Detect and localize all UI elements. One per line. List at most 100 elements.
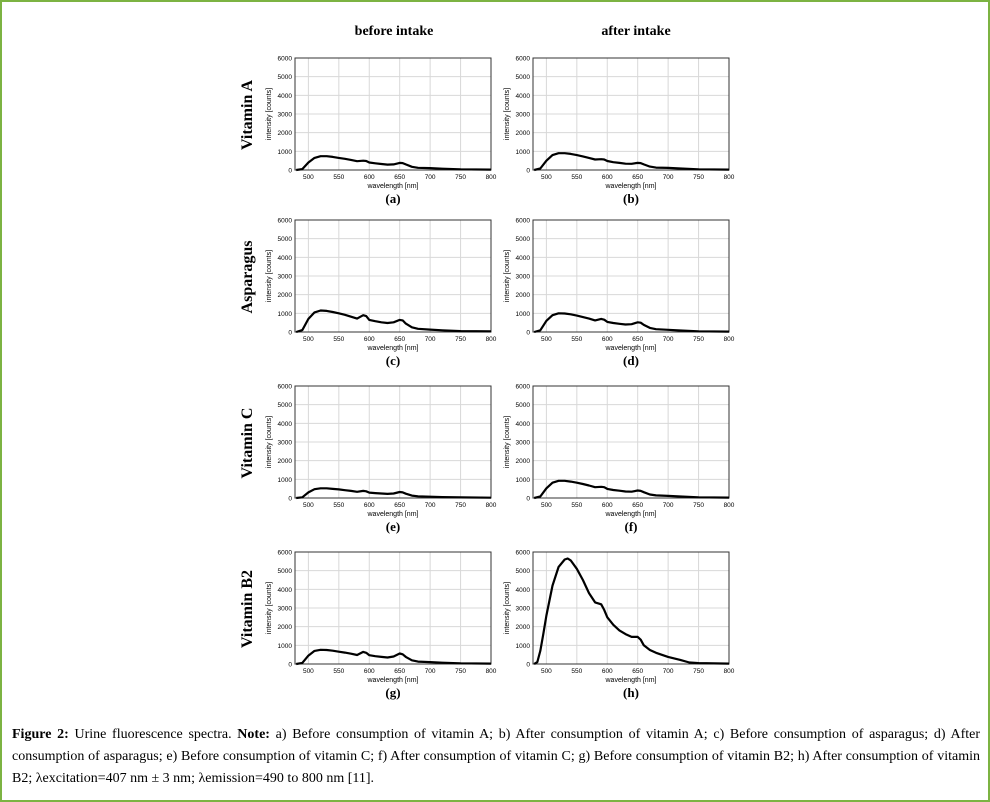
subfigure-caption-g: (g) [385, 685, 401, 700]
row-label-vitamin-a: Vitamin A [239, 79, 256, 151]
y-axis-label: intensity [counts] [266, 582, 273, 634]
y-tick-label: 5000 [278, 236, 293, 243]
x-tick-label: 750 [455, 336, 466, 343]
y-tick-label: 1000 [278, 311, 293, 318]
column-title-before: before intake [354, 24, 434, 39]
row-label-asparagus: Asparagus [239, 240, 256, 314]
x-tick-label: 800 [724, 502, 735, 509]
y-tick-label: 6000 [516, 550, 531, 557]
x-tick-label: 550 [333, 336, 344, 343]
y-tick-label: 2000 [278, 624, 293, 631]
subfigure-caption-a: (a) [385, 191, 401, 206]
y-tick-label: 3000 [516, 112, 531, 119]
x-axis-label: wavelength [nm] [367, 183, 419, 190]
spectrum-line-d [533, 312, 730, 334]
x-tick-label: 500 [541, 668, 552, 675]
x-axis-label: wavelength [nm] [367, 677, 419, 684]
y-tick-label: 4000 [278, 587, 293, 594]
x-tick-label: 700 [663, 174, 674, 181]
spectrum-line-g [296, 648, 492, 666]
caption-label: Figure 2: [12, 727, 69, 742]
y-axis-label: intensity [counts] [266, 250, 273, 302]
y-tick-label: 2000 [278, 292, 293, 299]
x-tick-label: 800 [486, 668, 497, 675]
y-tick-label: 0 [526, 496, 530, 503]
y-tick-label: 0 [526, 662, 530, 669]
plot-frame [294, 551, 492, 665]
x-tick-label: 600 [364, 502, 375, 509]
x-tick-label: 500 [541, 174, 552, 181]
y-tick-label: 5000 [516, 568, 531, 575]
caption-note: Note: [237, 727, 270, 742]
caption-text: Urine fluorescence spectra. [68, 727, 238, 742]
plot-frame [294, 57, 492, 171]
x-tick-label: 800 [724, 668, 735, 675]
x-tick-label: 500 [541, 336, 552, 343]
y-tick-label: 5000 [278, 402, 293, 409]
y-tick-label: 6000 [516, 384, 531, 391]
x-tick-label: 750 [693, 502, 704, 509]
x-tick-label: 750 [455, 668, 466, 675]
spectrum-line-a [296, 155, 492, 172]
subfigure-caption-d: (d) [623, 353, 639, 368]
spectrum-line-b [533, 152, 730, 172]
plot-g: 500 550 600 650 700 750 800 0 1000 2000 3000 4000 50… [266, 550, 497, 685]
x-tick-label: 550 [333, 668, 344, 675]
x-tick-label: 600 [364, 336, 375, 343]
plot-c: 500 550 600 650 700 750 800 0 1000 2000 3000 4000 50… [266, 218, 497, 353]
y-tick-label: 3000 [278, 112, 293, 119]
x-tick-label: 700 [663, 668, 674, 675]
y-tick-label: 0 [288, 168, 292, 175]
spectrum-line-e [296, 487, 492, 500]
y-tick-label: 2000 [516, 130, 531, 137]
y-tick-label: 3000 [516, 440, 531, 447]
x-tick-label: 500 [303, 668, 314, 675]
x-tick-label: 650 [632, 174, 643, 181]
x-tick-label: 500 [541, 502, 552, 509]
y-tick-label: 2000 [278, 130, 293, 137]
x-tick-label: 600 [364, 174, 375, 181]
y-tick-label: 1000 [516, 643, 531, 650]
y-axis-label: intensity [counts] [504, 582, 511, 634]
y-tick-label: 0 [526, 168, 530, 175]
plot-b: 500 550 600 650 700 750 800 0 1000 2000 3000 4000 50… [504, 56, 735, 191]
y-tick-label: 3000 [278, 440, 293, 447]
y-tick-label: 0 [288, 330, 292, 337]
x-tick-label: 650 [394, 174, 405, 181]
x-tick-label: 550 [333, 174, 344, 181]
y-tick-label: 2000 [516, 292, 531, 299]
y-axis-label: intensity [counts] [504, 88, 511, 140]
x-tick-label: 700 [425, 502, 436, 509]
x-tick-label: 600 [364, 668, 375, 675]
y-tick-label: 3000 [516, 274, 531, 281]
y-tick-label: 4000 [278, 255, 293, 262]
y-tick-label: 6000 [516, 218, 531, 225]
x-axis-label: wavelength [nm] [367, 511, 419, 518]
y-tick-label: 2000 [278, 458, 293, 465]
row-label-vitamin-c: Vitamin C [239, 407, 256, 479]
x-tick-label: 550 [571, 174, 582, 181]
x-tick-label: 700 [663, 502, 674, 509]
x-tick-label: 650 [632, 668, 643, 675]
x-axis-label: wavelength [nm] [605, 345, 657, 352]
x-tick-label: 600 [602, 336, 613, 343]
x-tick-label: 700 [663, 336, 674, 343]
x-tick-label: 750 [455, 502, 466, 509]
x-tick-label: 500 [303, 336, 314, 343]
y-axis-label: intensity [counts] [266, 88, 273, 140]
plot-d: 500 550 600 650 700 750 800 0 1000 2000 3000 4000 50… [504, 218, 735, 353]
y-tick-label: 3000 [278, 274, 293, 281]
y-tick-label: 4000 [516, 255, 531, 262]
x-tick-label: 800 [486, 336, 497, 343]
plot-frame [532, 385, 730, 499]
y-tick-label: 4000 [278, 93, 293, 100]
x-tick-label: 750 [693, 668, 704, 675]
x-axis-label: wavelength [nm] [605, 511, 657, 518]
subfigure-caption-c: (c) [385, 353, 401, 368]
x-tick-label: 650 [632, 502, 643, 509]
x-tick-label: 800 [724, 174, 735, 181]
x-tick-label: 800 [724, 336, 735, 343]
x-tick-label: 800 [486, 502, 497, 509]
y-tick-label: 1000 [278, 643, 293, 650]
